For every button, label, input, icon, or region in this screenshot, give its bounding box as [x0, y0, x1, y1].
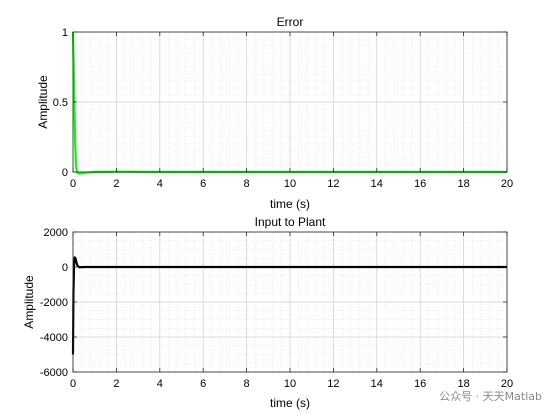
error-x-axis-label: time (s)	[270, 197, 310, 211]
error-x-tick-label: 4	[157, 178, 163, 190]
input-y-ticks: -6000 -4000 -2000 0 2000	[40, 227, 507, 379]
error-x-tick-label: 16	[414, 178, 426, 190]
error-x-tick-label: 0	[70, 178, 76, 190]
input-x-tick-label: 10	[284, 378, 296, 390]
error-x-tick-label: 8	[244, 178, 250, 190]
error-x-tick-label: 20	[501, 178, 513, 190]
error-x-tick-label: 18	[457, 178, 469, 190]
input-series	[71, 256, 507, 355]
error-y-tick-label: 0	[62, 167, 68, 179]
input-y-tick-label: 0	[62, 262, 68, 274]
watermark: 公众号 · 天天Matlab	[439, 390, 542, 403]
input-y-tick-label: -6000	[40, 367, 68, 379]
input-x-tick-label: 14	[371, 378, 383, 390]
input-x-tick-label: 4	[157, 378, 163, 390]
input-x-tick-label: 8	[244, 378, 250, 390]
input-x-tick-label: 16	[414, 378, 426, 390]
error-axes: Error 0 2 4 6 8 10 12 14 16 18 20 00.51 time (s) A…	[36, 15, 513, 211]
error-x-tick-label: 6	[200, 178, 206, 190]
input-x-tick-label: 20	[501, 378, 513, 390]
input-title: Input to Plant	[255, 215, 326, 229]
error-x-tick-label: 14	[371, 178, 383, 190]
error-y-tick-label: 0.5	[53, 97, 68, 109]
input-x-ticks: 0 2 4 6 8 10 12 14 16 18 20	[70, 232, 513, 390]
error-y-tick-label: 1	[62, 27, 68, 39]
error-x-ticks: 0 2 4 6 8 10 12 14 16 18 20	[70, 32, 513, 190]
input-x-axis-label: time (s)	[270, 396, 310, 410]
error-y-axis-label: Amplitude	[36, 75, 50, 129]
input-y-axis-label: Amplitude	[22, 275, 36, 329]
input-y-tick-label: -2000	[40, 297, 68, 309]
input-x-tick-label: 6	[200, 378, 206, 390]
input-y-tick-label: 2000	[44, 227, 68, 239]
input-x-tick-label: 12	[327, 378, 339, 390]
error-x-tick-label: 2	[113, 178, 119, 190]
input-y-tick-label: -4000	[40, 332, 68, 344]
input-series-line	[71, 256, 507, 355]
error-title: Error	[277, 15, 304, 29]
error-y-ticks: 00.51	[53, 27, 507, 179]
error-x-tick-label: 10	[284, 178, 296, 190]
input-x-tick-label: 0	[70, 378, 76, 390]
input-axes: Input to Plant 0 2 4 6 8 10 12 14 16 18 20 -6000 -4…	[22, 215, 513, 410]
error-x-tick-label: 12	[327, 178, 339, 190]
input-x-tick-label: 2	[113, 378, 119, 390]
input-x-tick-label: 18	[457, 378, 469, 390]
